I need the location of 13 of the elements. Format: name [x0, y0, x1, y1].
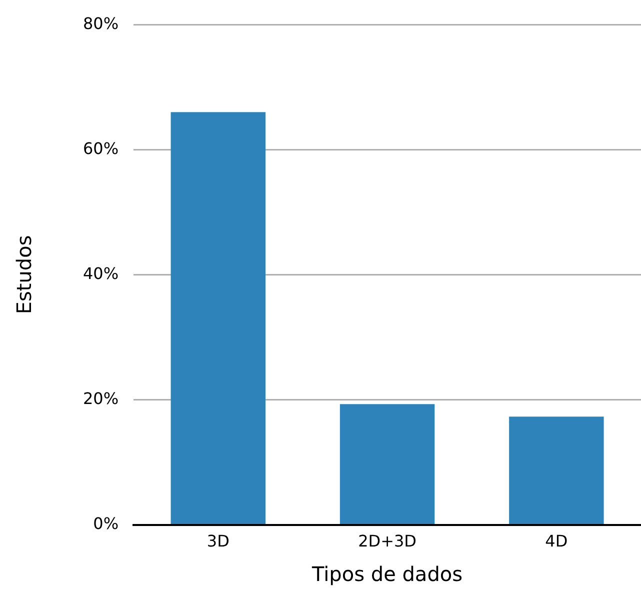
y-tick-label: 60%: [83, 138, 119, 158]
y-tick-label: 20%: [83, 388, 119, 408]
x-tick-label: 4D: [545, 532, 568, 551]
y-tick-label: 0%: [93, 514, 119, 533]
y-axis-title: Estudos: [12, 235, 36, 314]
bar: [509, 416, 604, 524]
y-tick-label: 80%: [83, 14, 119, 33]
bar: [340, 404, 435, 524]
x-tick-label: 3D: [206, 532, 230, 551]
bar: [170, 112, 266, 524]
y-tick-label: 40%: [83, 264, 119, 283]
x-tick-label: 2D+3D: [358, 532, 416, 551]
x-axis-title: Tipos de dados: [311, 562, 463, 586]
